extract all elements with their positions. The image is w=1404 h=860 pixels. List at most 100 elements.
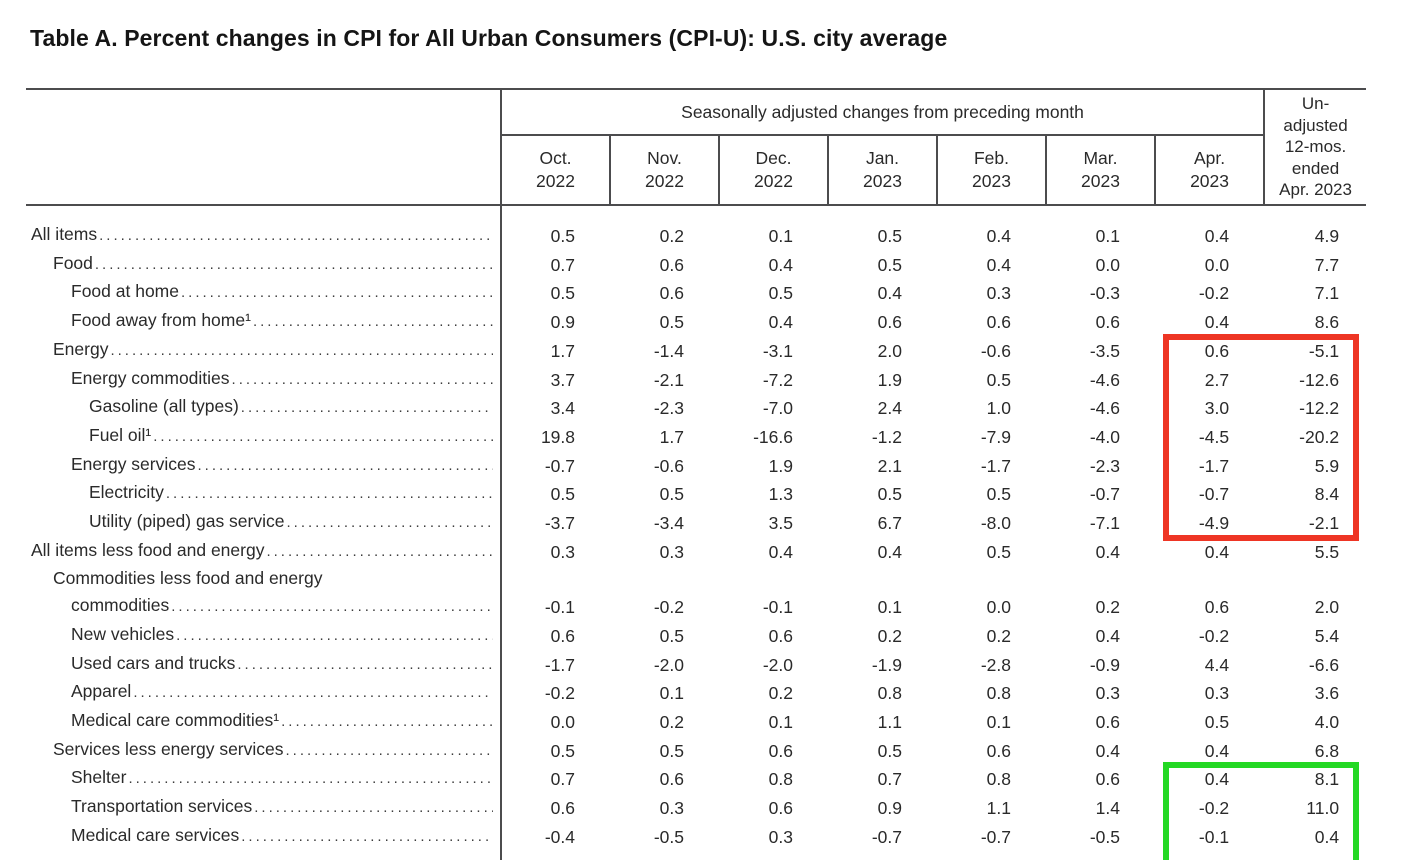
value-cell: 7.7	[1314, 254, 1340, 275]
value-cell: -3.7	[544, 513, 575, 534]
row-label: New vehicles	[71, 623, 175, 644]
value-cell: 3.0	[1204, 398, 1230, 419]
value-cell: 0.5	[986, 369, 1011, 390]
value-cell: -12.6	[1299, 369, 1340, 390]
dot-leader	[237, 652, 493, 679]
table-row: Food 0.7 0.6 0.4 0.5 0.4 0.0 0.0 7.7	[26, 249, 1366, 279]
row-label-line: Used cars and trucks	[26, 650, 499, 679]
row-label-cell: Medical care services	[26, 821, 502, 860]
value-cell: -1.4	[653, 340, 684, 361]
value-cell: -0.5	[1089, 826, 1120, 847]
value-cell: -7.9	[980, 426, 1011, 447]
value-cell: 6.7	[877, 513, 902, 534]
value-cell: 0.5	[659, 740, 684, 761]
row-label-cell: Energy commodities	[26, 364, 502, 394]
table-row: Electricity 0.5 0.5 1.3 0.5 0.5 -0.7 -0.7 8.4	[26, 479, 1366, 509]
row-label-cell: Shelter	[26, 764, 502, 794]
value-cell: 0.4	[1204, 740, 1230, 761]
row-label-line: Utility (piped) gas service	[26, 508, 499, 537]
value-cell: -0.9	[1089, 654, 1120, 675]
row-label: Food away from home¹	[71, 310, 251, 331]
table-row: Transportation services 0.6 0.3 0.6 0.9 1.1 1.…	[26, 793, 1366, 822]
value-cell: 0.4	[877, 541, 902, 562]
value-cell: -4.6	[1089, 398, 1120, 419]
value-cell: -8.0	[980, 513, 1011, 534]
value-cell: 0.5	[877, 226, 902, 246]
value-cell: -1.9	[871, 654, 902, 675]
value-cell: 0.4	[768, 541, 793, 562]
table-row: Commodities less food and energy commodit…	[26, 565, 1366, 621]
value-cell: 0.3	[768, 826, 793, 847]
value-cell: -0.1	[762, 597, 793, 618]
row-label-line: Energy services	[26, 451, 499, 480]
value-cell: -5.1	[1308, 340, 1340, 361]
value-cell: 0.6	[1095, 769, 1120, 790]
value-cell: 0.5	[877, 484, 902, 505]
value-cell: -0.2	[544, 683, 575, 704]
table-row: All items 0.5 0.2 0.1 0.5 0.4 0.1 0.4 4.9	[26, 205, 1366, 250]
value-cell: -0.2	[653, 597, 684, 618]
value-cell: 1.1	[986, 798, 1011, 819]
row-label: Medical care commodities¹	[71, 709, 280, 730]
table-body: All items 0.5 0.2 0.1 0.5 0.4 0.1 0.4 4.9 Food 0.7…	[26, 205, 1366, 860]
value-cell: -2.0	[762, 654, 793, 675]
row-label: All items	[31, 224, 98, 244]
value-cell: 0.7	[550, 254, 575, 275]
column-header-dec-2022: Dec. 2022	[718, 135, 829, 206]
value-cell: 8.6	[1314, 312, 1340, 333]
table-row: All items less food and energy 0.3 0.3 0.4 0…	[26, 536, 1366, 566]
value-cell: 8.4	[1314, 484, 1340, 505]
value-cell: -7.0	[762, 398, 793, 419]
value-cell: 0.6	[1095, 312, 1120, 333]
value-cell: 8.1	[1314, 769, 1340, 790]
value-cell: 0.6	[1204, 597, 1230, 618]
value-cell: -0.6	[653, 455, 684, 476]
value-cell: 0.0	[550, 711, 575, 732]
row-label-cell: All items	[26, 205, 502, 250]
table-row: Apparel -0.2 0.1 0.2 0.8 0.8 0.3 0.3 3.6	[26, 678, 1366, 707]
month-label: Feb.	[973, 148, 1010, 168]
value-cell: 0.5	[550, 283, 575, 304]
value-cell: 1.9	[877, 369, 902, 390]
table-row: Fuel oil¹ 19.8 1.7 -16.6 -1.2 -7.9 -4.0 -4.5 -20…	[26, 421, 1366, 451]
row-label-cell: Electricity	[26, 479, 502, 509]
value-cell: 1.9	[768, 455, 793, 476]
row-label-cell: Medical care commodities¹	[26, 706, 502, 736]
year-label: 2022	[754, 171, 793, 191]
value-cell: 1.7	[550, 340, 575, 361]
value-cell: 1.3	[768, 484, 793, 505]
value-cell: 0.6	[659, 283, 684, 304]
row-label: Energy services	[71, 453, 196, 474]
value-cell: 0.2	[659, 711, 684, 732]
value-cell: -3.4	[653, 513, 684, 534]
value-cell: 0.3	[1095, 683, 1120, 704]
value-cell: 0.5	[768, 283, 793, 304]
value-cell: -2.3	[653, 398, 684, 419]
value-cell: -2.1	[1308, 513, 1340, 534]
row-label: Fuel oil¹	[89, 424, 152, 445]
row-label-line: All items less food and energy	[26, 537, 499, 566]
row-label-cell: Apparel	[26, 678, 502, 707]
value-cell: -7.1	[1089, 513, 1120, 534]
row-label-line: Food	[26, 250, 499, 279]
table-row: New vehicles 0.6 0.5 0.6 0.2 0.2 0.4 -0.2 5.4	[26, 620, 1366, 650]
dot-leader	[176, 623, 493, 650]
year-label: 2023	[1190, 171, 1229, 191]
value-cell: -0.1	[544, 597, 575, 618]
value-cell: -12.2	[1299, 398, 1340, 419]
dot-leader	[266, 539, 493, 566]
dot-leader	[286, 738, 494, 765]
row-label-line: All items	[26, 221, 499, 250]
dot-leader	[281, 709, 493, 736]
value-cell: -2.8	[980, 654, 1011, 675]
row-label: Food	[53, 252, 93, 273]
row-label: Energy	[53, 338, 109, 359]
value-cell: 0.6	[1095, 711, 1120, 732]
value-cell: 0.5	[659, 625, 684, 646]
column-header-mar-2023: Mar. 2023	[1045, 135, 1156, 206]
row-label-line: Transportation services	[26, 793, 499, 822]
row-label-cell: Energy services	[26, 450, 502, 480]
row-label-line: Medical care commodities¹	[26, 707, 499, 736]
value-cell: 0.9	[877, 798, 902, 819]
value-cell: -0.6	[980, 340, 1011, 361]
